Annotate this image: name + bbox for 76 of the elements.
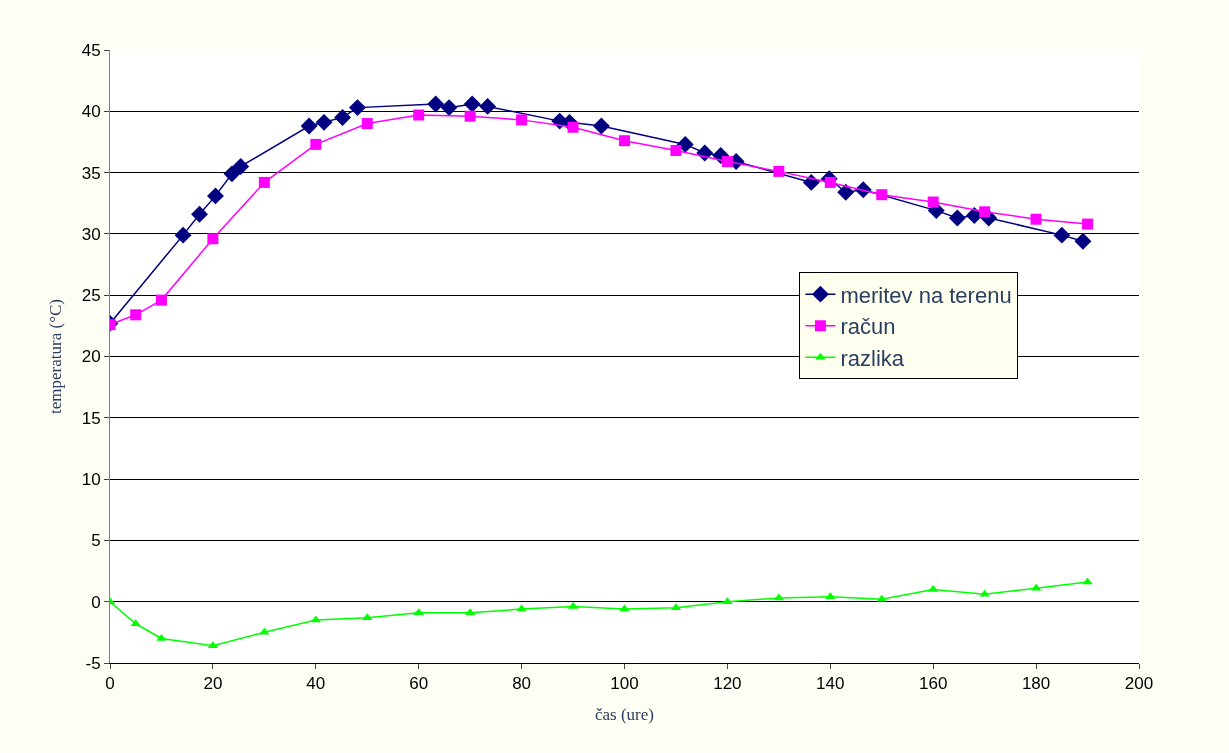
point: [334, 108, 351, 126]
point: [463, 95, 481, 113]
point: [592, 117, 610, 135]
point: [802, 173, 820, 191]
point: [464, 110, 476, 122]
x-tick-label: 80: [512, 674, 532, 694]
y-tick-label: 0: [91, 592, 101, 612]
point: [223, 165, 241, 183]
point: [1082, 218, 1094, 230]
point: [948, 209, 966, 227]
point: [258, 176, 270, 188]
point: [876, 594, 887, 602]
y-tick-label: -5: [85, 653, 101, 673]
legend-label: račun: [840, 314, 896, 340]
point: [174, 226, 192, 244]
point: [349, 99, 366, 117]
point: [156, 633, 167, 641]
y-tick-label: 15: [81, 408, 101, 428]
point: [427, 95, 445, 113]
legend-label: meritev na terenu: [840, 282, 1012, 308]
y-tick-label: 25: [81, 286, 101, 306]
point: [1074, 232, 1092, 250]
x-axis-title: čas (ure): [595, 704, 654, 724]
point: [1053, 226, 1071, 244]
point: [837, 183, 855, 201]
point: [413, 109, 425, 121]
point: [567, 121, 579, 133]
x-tick-label: 0: [105, 674, 115, 694]
x-tick-label: 60: [409, 674, 429, 694]
point: [927, 196, 939, 208]
point: [979, 206, 991, 218]
y-tick-label: 45: [81, 40, 101, 60]
y-tick-label: 5: [91, 531, 101, 551]
point: [479, 97, 497, 115]
point: [315, 113, 333, 131]
x-tick-label: 180: [1021, 674, 1051, 694]
point: [207, 233, 219, 245]
point: [773, 165, 785, 177]
y-tick-label: 40: [81, 102, 101, 122]
point: [440, 99, 458, 117]
point: [130, 309, 142, 321]
point: [300, 117, 318, 135]
point: [876, 189, 888, 201]
point: [670, 145, 682, 157]
y-axis-title: temperatura (°C): [46, 299, 66, 414]
x-tick-label: 140: [816, 674, 845, 694]
y-tick-label: 35: [81, 163, 101, 183]
point: [1030, 213, 1042, 225]
point: [928, 584, 939, 592]
point: [979, 589, 990, 597]
x-tick-label: 40: [306, 674, 326, 694]
x-tick-label: 160: [919, 674, 948, 694]
point: [676, 135, 694, 153]
point: [155, 294, 167, 306]
x-tick-label: 120: [713, 674, 742, 694]
point: [310, 615, 321, 623]
point: [516, 114, 528, 126]
legend-label: razlika: [840, 345, 905, 371]
point: [207, 187, 224, 205]
x-tick-label: 100: [610, 674, 639, 694]
y-tick-label: 20: [81, 347, 101, 367]
point: [619, 135, 630, 147]
point: [825, 592, 836, 600]
point: [696, 144, 714, 162]
point: [232, 158, 250, 175]
y-tick-label: 30: [81, 224, 101, 244]
y-tick-label: 10: [81, 470, 101, 490]
point: [191, 205, 208, 223]
point: [130, 619, 141, 627]
x-tick-label: 20: [203, 674, 223, 694]
point: [310, 138, 322, 150]
x-tick-label: 200: [1124, 674, 1154, 694]
point: [361, 118, 373, 130]
point: [721, 156, 733, 168]
point: [259, 627, 270, 635]
point: [619, 604, 630, 612]
